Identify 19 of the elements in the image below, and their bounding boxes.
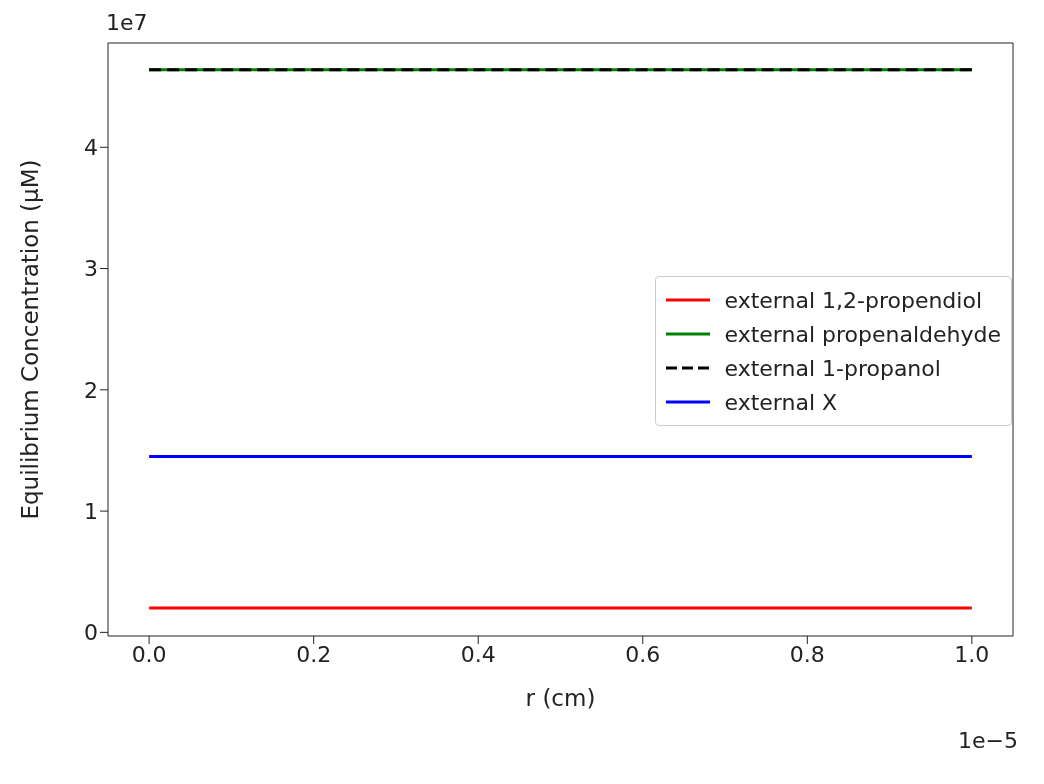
x-axis-title: r (cm)	[525, 685, 596, 711]
x-tick-label: 0.8	[789, 641, 825, 667]
text: 1e7	[106, 10, 148, 35]
legend-label: external X	[724, 389, 838, 415]
legend-label: external 1,2-propendiol	[724, 287, 983, 313]
y-tick-label: 2	[84, 377, 98, 403]
x-tick-label: 0.4	[460, 641, 496, 667]
x-tick-label: 1.0	[954, 641, 990, 667]
legend-label: external propenaldehyde	[724, 321, 1001, 347]
x-tick-label: 0.2	[296, 641, 332, 667]
x-tick-label: 0.0	[131, 641, 167, 667]
y-tick-label: 3	[84, 256, 98, 282]
y-tick-label: 0	[84, 620, 98, 646]
legend-label: external 1-propanol	[724, 355, 941, 381]
y-axis-title: Equilibrium Concentration (μM)	[17, 159, 44, 520]
y-tick-label: 4	[84, 135, 98, 161]
y-tick-label: 1	[84, 498, 98, 524]
x-tick-label: 0.6	[625, 641, 661, 667]
text: 1e−5	[958, 728, 1018, 753]
